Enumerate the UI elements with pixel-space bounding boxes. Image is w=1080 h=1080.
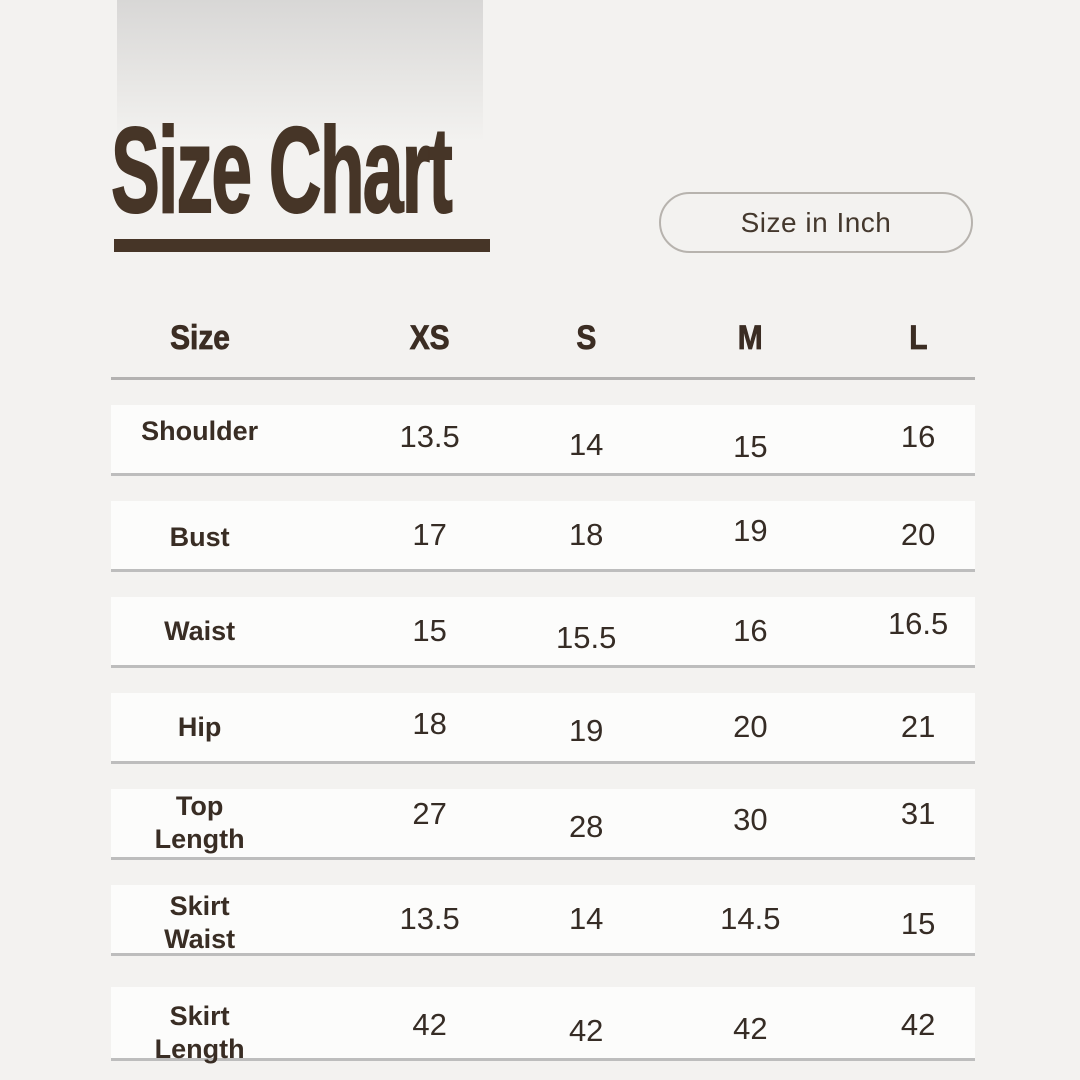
unit-pill-button[interactable]: Size in Inch (659, 192, 973, 253)
row-value: 13.5 (399, 901, 460, 936)
row-value: 42 (412, 1006, 447, 1042)
row-value: 14 (568, 427, 604, 462)
row-value: 16 (733, 613, 768, 648)
table-row-shoulder: Shoulder 13.5 14 15 16 (111, 405, 975, 476)
table-row-top-length: Top Length 27 28 30 31 (111, 789, 975, 860)
header-cell-l: L (908, 319, 929, 358)
table-header-row: Size XS S M L (111, 300, 975, 380)
header-cell-label: S (576, 319, 597, 358)
header-cell-label: M (737, 319, 763, 358)
row-value: 42 (568, 1012, 604, 1048)
row-value: 13.5 (399, 419, 460, 454)
row-label: Waist (164, 615, 236, 646)
row-value: 19 (733, 513, 768, 548)
row-label: Top Length (154, 791, 245, 854)
header-cell-label: L (908, 319, 928, 358)
size-table: Size XS S M L Shoulder 13.5 14 15 16 Bus… (111, 300, 975, 1064)
row-value: 16 (900, 419, 936, 454)
top-gradient-decoration (117, 0, 483, 142)
row-value: 15.5 (556, 620, 617, 655)
header-cell-s: S (575, 319, 598, 358)
row-value: 20 (733, 709, 768, 744)
header-cell-xs: XS (407, 319, 452, 358)
header-cell-size: Size (166, 319, 234, 358)
row-value: 14.5 (720, 901, 781, 936)
row-value: 16.5 (887, 606, 949, 641)
table-row-bust: Bust 17 18 19 20 (111, 501, 975, 572)
table-row-skirt-length: Skirt Length 42 42 42 42 (111, 987, 975, 1064)
table-row-waist: Waist 15 15.5 16 16.5 (111, 597, 975, 668)
unit-pill-label: Size in Inch (740, 206, 892, 238)
row-label: Bust (169, 521, 230, 552)
header-cell-label: Size (169, 319, 230, 358)
row-label: Shoulder (141, 415, 259, 446)
row-value: 20 (900, 517, 936, 552)
row-value: 18 (412, 706, 447, 741)
title-underline (114, 239, 490, 252)
page-title: Size Chart (110, 102, 678, 240)
row-value: 18 (568, 517, 604, 552)
row-value: 42 (733, 1010, 768, 1046)
header-cell-m: M (736, 319, 764, 358)
row-value: 15 (900, 906, 936, 941)
row-value: 14 (568, 901, 604, 936)
row-value: 15 (412, 613, 447, 648)
row-value: 19 (568, 713, 604, 748)
table-row-skirt-waist: Skirt Waist 13.5 14 14.5 15 (111, 885, 975, 956)
row-value: 21 (900, 709, 936, 744)
row-value: 42 (900, 1006, 936, 1042)
row-value: 27 (412, 796, 447, 831)
row-label: Skirt Length (154, 1000, 245, 1064)
table-row-hip: Hip 18 19 20 21 (111, 693, 975, 764)
row-value: 17 (412, 517, 447, 552)
page-title-text: Size Chart (110, 102, 453, 238)
row-value: 30 (733, 802, 768, 837)
row-value: 15 (733, 429, 768, 464)
row-value: 31 (900, 796, 936, 831)
row-label: Hip (177, 711, 222, 742)
header-cell-label: XS (409, 319, 450, 358)
row-label: Skirt Waist (164, 891, 236, 954)
row-value: 28 (568, 809, 604, 844)
table-body: Shoulder 13.5 14 15 16 Bust 17 18 19 20 … (111, 405, 975, 1064)
